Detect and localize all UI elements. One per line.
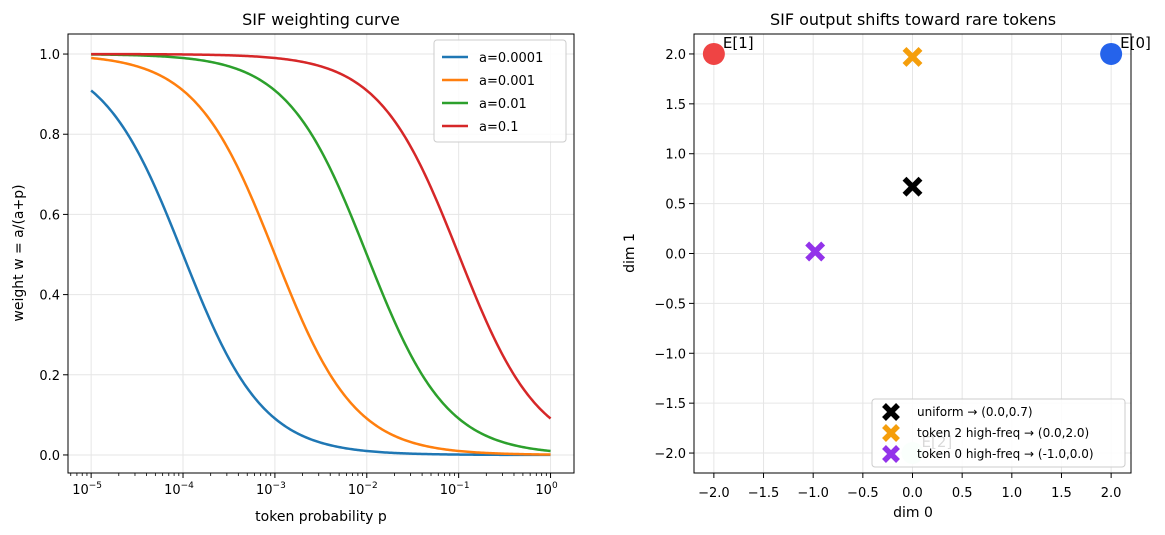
chart1-title: SIF weighting curve	[242, 10, 400, 29]
chart2-embedding-point	[1100, 42, 1123, 65]
chart2-y-tick-label: −2.0	[654, 447, 686, 462]
chart1-x-axis-label: token probability p	[255, 509, 387, 525]
chart2-x-tick-label: 2.0	[1101, 486, 1122, 501]
chart-sif-weighting-curve: SIF weighting curve 10−5 10−4 10−3 10−2 10−1…	[11, 10, 575, 525]
chart1-x-tick-label: 10−3	[256, 481, 286, 498]
chart1-x-tick-label: 100	[535, 481, 558, 498]
chart2-legend-swatch	[882, 403, 900, 421]
chart1-y-tick-label: 0.0	[39, 449, 60, 464]
chart1-y-tick-label: 0.6	[39, 208, 60, 223]
chart1-series-line	[91, 53, 551, 453]
chart2-x-tick-label: −1.5	[748, 486, 780, 501]
chart2-y-tick-label: 2.0	[665, 48, 686, 63]
chart1-legend-label: a=0.01	[479, 97, 527, 112]
chart2-x-tick-label: 1.0	[1001, 486, 1022, 501]
chart2-legend-box	[871, 398, 1126, 468]
chart2-y-tick-label: −1.0	[654, 347, 686, 362]
chart2-y-tick-label: 0.0	[665, 248, 686, 263]
chart2-y-tick-label: −0.5	[654, 297, 686, 312]
chart1-y-tick-label: 0.4	[39, 289, 60, 304]
chart2-x-axis-label: dim 0	[893, 505, 933, 521]
chart1-x-tick-label: 10−2	[348, 481, 378, 498]
chart2-x-tick-label: 1.5	[1051, 486, 1072, 501]
chart2-legend-label: token 0 high-freq → (-1.0,0.0)	[917, 447, 1094, 461]
chart2-embedding-label: E[1]	[723, 34, 754, 52]
chart1-y-tick-label: 1.0	[39, 48, 60, 63]
chart1-legend-label: a=0.001	[479, 74, 535, 89]
chart2-result-point	[902, 47, 923, 67]
chart1-y-tick-label: 0.8	[39, 128, 60, 143]
chart1-legend-label: a=0.0001	[479, 51, 543, 66]
chart1-y-axis-label: weight w = a/(a+p)	[11, 184, 27, 321]
chart2-embedding-label: E[0]	[1120, 34, 1151, 52]
chart1-series-line	[91, 52, 552, 420]
chart2-y-tick-label: 1.0	[665, 148, 686, 163]
chart2-x-tick-label: −0.5	[847, 486, 879, 501]
chart2-legend: uniform → (0.0,0.7) token 2 high-freq → (…	[871, 398, 1126, 468]
chart2-legend-label: token 2 high-freq → (0.0,2.0)	[917, 426, 1089, 440]
chart1-ticks: 10−5 10−4 10−3 10−2 10−1 100 0.0 0.2 0.4 0.6 0.8 1.…	[39, 48, 558, 498]
chart1-legend: a=0.0001 a=0.001 a=0.01 a=0.1	[433, 39, 567, 143]
chart2-result-point	[805, 241, 826, 262]
chart1-x-tick-label: 10−1	[440, 481, 470, 498]
chart1-axes-frame	[67, 33, 575, 474]
chart1-legend-box	[433, 39, 567, 143]
chart1-series-line	[90, 89, 551, 457]
chart1-series-line	[91, 56, 551, 456]
chart2-legend-label: uniform → (0.0,0.7)	[917, 405, 1033, 419]
chart2-x-tick-label: 0.0	[902, 486, 923, 501]
chart2-x-tick-label: 0.5	[952, 486, 973, 501]
chart2-result-point	[902, 176, 923, 197]
chart2-ticks: −2.0 −1.5 −1.0 −0.5 0.0 0.5 1.0 1.5 2.0 −2.0 −1.5 −…	[654, 48, 1121, 501]
chart2-y-axis-label: dim 1	[622, 233, 638, 273]
chart-sif-output-shift: SIF output shifts toward rare tokens E[0…	[622, 10, 1151, 521]
chart2-legend-swatch	[882, 424, 900, 442]
chart2-x-tick-label: −2.0	[698, 486, 730, 501]
chart2-y-tick-label: 0.5	[665, 198, 686, 213]
chart2-x-tick-label: −1.0	[797, 486, 829, 501]
chart2-title: SIF output shifts toward rare tokens	[770, 10, 1056, 29]
chart2-y-tick-label: 1.5	[665, 98, 686, 113]
chart1-series-lines	[90, 52, 552, 457]
chart1-y-tick-label: 0.2	[39, 369, 60, 384]
chart1-legend-label: a=0.1	[479, 120, 519, 135]
chart2-legend-swatch	[882, 445, 900, 463]
chart1-x-tick-label: 10−5	[72, 481, 102, 498]
chart2-y-tick-label: −1.5	[654, 397, 686, 412]
chart1-x-tick-label: 10−4	[164, 481, 194, 498]
chart2-embedding-point	[702, 42, 725, 65]
